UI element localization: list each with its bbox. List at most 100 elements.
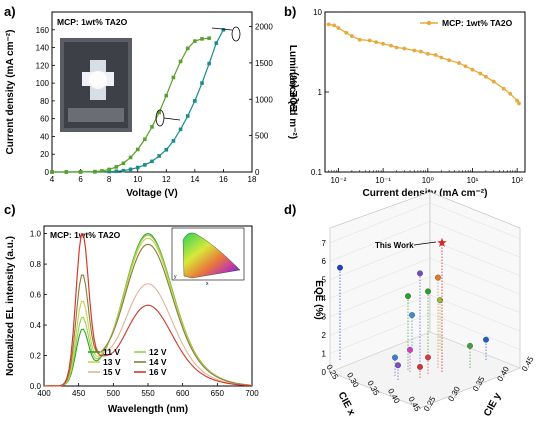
d-ztick-label-2: 2 [322, 331, 327, 340]
panel-b-legend: MCP: 1wt% TA2O [420, 18, 513, 28]
panel-a-frame [51, 11, 253, 173]
d-point-4 [425, 288, 431, 295]
d-zgrid-3 [329, 276, 521, 317]
a-y2tick-label-3: 1500 [255, 59, 273, 68]
d-zgrid-7 [329, 202, 521, 244]
a-point-0-9 [143, 163, 147, 167]
a-point-1-9 [135, 147, 140, 152]
panel-b-label: b) [284, 4, 296, 19]
a-ytick-label-2: 40 [40, 132, 49, 141]
a-point-1-11 [150, 125, 154, 129]
panel-b-y-ticks: 0.1 1 10 [311, 8, 329, 177]
d-point-0 [337, 264, 343, 271]
a-point-0-16 [193, 99, 197, 103]
panel-b-x-ticks: 10⁻² 10⁻¹ 10⁰ 10¹ 10² [324, 168, 523, 185]
a-point-0-7 [128, 167, 133, 172]
a-point-0-20 [221, 27, 226, 32]
a-ytick-label-4: 80 [40, 97, 49, 106]
b-xtick-label-1: 10⁻¹ [375, 176, 391, 185]
panel-c-series [43, 232, 253, 387]
panel-c-y-ticks: 0.0 0.2 0.4 0.6 0.8 1.0 [30, 230, 47, 391]
b-ytick-label-2: 10 [313, 8, 322, 17]
panel-d-label: d) [284, 202, 296, 217]
c-legend-label-0: 11 V [103, 347, 120, 357]
a-y2tick-label-4: 2000 [255, 23, 273, 32]
b-point-23 [491, 79, 496, 84]
panel-a-annotation: MCP: 1wt% TA2O [57, 17, 128, 27]
panel-c-annotation: MCP: 1wt% TA2O [50, 230, 121, 240]
c-xtick-label-3: 550 [141, 389, 155, 398]
c-legend-label-2: 13 V [103, 357, 121, 367]
d-ztick-label-0: 0 [322, 368, 327, 377]
a-ytick-label-8: 160 [36, 26, 50, 35]
b-point-27 [517, 101, 521, 106]
d-ztick-label-5: 5 [322, 276, 327, 285]
panel-c: c) MCP: 1wt% TA2O 400 450 500 550 600 650 700 … [4, 202, 259, 415]
panel-b-ylabel: EQE (%) [289, 72, 300, 111]
panel-a-y2-ticks: 0 500 1000 1500 2000 [249, 23, 273, 177]
d-zgrid-4 [329, 257, 521, 299]
a-point-1-15 [178, 59, 183, 64]
c-ytick-label-1: 0.2 [30, 352, 42, 361]
panel-c-legend: 11 V 12 V 13 V 14 V 15 V 16 V [88, 347, 167, 377]
b-point-24 [501, 86, 506, 91]
c-ytick-label-3: 0.6 [30, 291, 42, 300]
a-point-0-14 [178, 127, 183, 132]
b-point-13 [418, 49, 423, 54]
b-point-2 [336, 26, 341, 30]
a-ytick-label-3: 60 [40, 115, 49, 124]
c-xtick-label-2: 500 [107, 389, 121, 398]
panel-a-y-ticks: 0 20 40 60 80 100 120 140 160 [36, 26, 55, 177]
b-point-16 [439, 55, 444, 60]
c-series-line-3 [43, 243, 253, 387]
c-ytick-label-2: 0.4 [30, 321, 42, 330]
d-point-9 [425, 354, 431, 361]
a-point-1-2 [78, 170, 83, 174]
a-point-0-17 [200, 81, 204, 85]
b-point-0 [326, 22, 331, 27]
b-ytick-label-1: 1 [318, 88, 323, 97]
b-point-12 [412, 48, 417, 53]
panel-a-arrow-left [211, 27, 233, 31]
b-series-line [328, 23, 520, 104]
b-point-22 [484, 74, 488, 79]
a-point-0-19 [214, 41, 219, 45]
c-legend-label-3: 14 V [149, 357, 167, 367]
panel-a-xlabel: Voltage (V) [126, 188, 177, 199]
panel-b-frame [324, 11, 526, 173]
b-xtick-label-0: 10⁻² [331, 176, 347, 185]
b-point-11 [402, 46, 407, 51]
a-xtick-label-0: 4 [50, 175, 55, 184]
d-point-3 [435, 274, 441, 281]
panel-b: b) MCP: 1wt% TA2O 10⁻² 10⁻¹ 10⁰ 10¹ 10² 0.11… [284, 4, 526, 199]
b-xtick-label-4: 10² [511, 176, 523, 185]
a-point-1-6 [114, 165, 119, 169]
panel-b-legend-label: MCP: 1wt% TA2O [442, 18, 513, 28]
b-point-7 [374, 40, 379, 45]
panel-a-circle-marker-2 [231, 26, 241, 42]
a-xtick-label-5: 14 [190, 175, 199, 184]
a-point-0-18 [207, 61, 211, 66]
d-zgrid-1 [329, 313, 521, 354]
c-ytick-label-5: 1.0 [30, 230, 42, 239]
panel-d-points [337, 237, 489, 380]
c-series-line-5 [43, 232, 253, 387]
device-photo [60, 38, 132, 132]
a-xtick-label-4: 12 [162, 175, 171, 184]
a-point-1-5 [107, 167, 111, 172]
b-ytick-label-0: 0.1 [311, 168, 323, 177]
a-point-1-7 [121, 161, 126, 166]
cie-inset: y x [171, 227, 245, 287]
a-point-1-3 [93, 169, 97, 174]
cie-inset-y-label: y [174, 274, 177, 280]
a-point-1-1 [64, 170, 69, 174]
d-point-13 [417, 363, 423, 370]
d-zgrid-2 [329, 294, 521, 336]
panel-a-y2label: Luminance (cd m⁻²) [287, 45, 298, 139]
b-point-10 [394, 45, 399, 50]
a-xtick-label-3: 10 [133, 175, 142, 184]
c-xtick-label-4: 600 [176, 389, 190, 398]
d-zgrid-6 [329, 220, 521, 262]
b-point-5 [357, 37, 362, 42]
b-point-4 [349, 34, 354, 38]
